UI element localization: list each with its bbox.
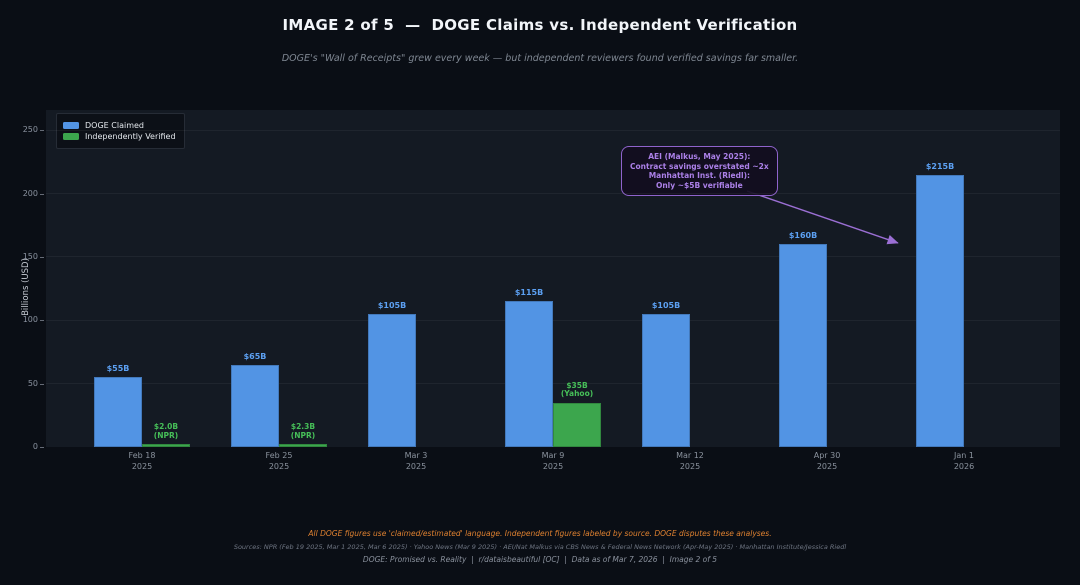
y-axis-tick-label: 50 [27,378,38,388]
page-title: IMAGE 2 of 5 — DOGE Claims vs. Independe… [282,16,798,34]
y-axis-tick-label: 200 [22,188,38,198]
doge-claimed-bar [231,364,279,447]
doge-claimed-bar-label: $115B [514,288,544,298]
doge-claimed-bar-label: $105B [651,300,681,310]
footer-sources: Sources: NPR (Feb 19 2025, Mar 1 2025, M… [233,543,847,551]
y-axis-tick [40,447,44,448]
legend-item: DOGE Claimed [63,121,176,130]
legend: DOGE Claimed Independently Verified [56,113,185,149]
y-axis-tick [40,130,44,132]
page-subtitle: DOGE's "Wall of Receipts" grew every wee… [281,53,799,64]
legend-item: Independently Verified [63,132,176,141]
gridline [46,319,1060,321]
x-axis-tick-label: Jan 1 2026 [953,451,975,471]
gridline [46,129,1060,131]
doge-claimed-bar [368,313,416,447]
doge-claimed-bar-label: $65B [243,351,267,361]
y-axis-tick [40,256,44,258]
gridline [46,193,1060,195]
independently-verified-bar [142,444,190,447]
independently-verified-bar-label: $2.0B (NPR) [153,422,179,440]
independently-verified-bar [279,444,327,447]
doge-claimed-bar-label: $215B [925,161,955,171]
x-axis-tick-label: Apr 30 2025 [813,451,841,471]
annotation-text-line: Manhattan Inst. (Riedl): [648,171,750,180]
x-axis-tick-label: Mar 3 2025 [404,451,428,471]
y-axis-tick-label: 250 [22,125,38,135]
x-axis-tick-label: Feb 25 2025 [265,451,293,471]
y-axis-tick [40,320,44,322]
annotation-text-line: AEI (Malkus, May 2025): [648,152,751,161]
doge-claimed-bar-label: $160B [788,231,818,241]
x-axis-tick-label: Mar 9 2025 [541,451,565,471]
annotation-text-line: Only ~$5B verifiable [655,180,743,190]
gridline [46,383,1060,385]
annotation-text-line: Contract savings overstated ~2x [630,161,769,171]
y-axis-tick-label: 100 [22,315,38,325]
y-axis-tick [40,383,44,385]
legend-item-label: Independently Verified [85,132,176,141]
legend-item-label: DOGE Claimed [85,121,144,130]
plot-area: DOGE Claimed Independently Verified AEI (… [23,110,1060,471]
independently-verified-bar-label: $2.3B (NPR) [290,422,316,440]
doge-claimed-bar [94,377,142,447]
legend-swatch [63,122,79,129]
y-axis-tick-label: 150 [22,251,38,261]
footer-caption: DOGE: Promised vs. Reality | r/dataisbea… [362,555,718,564]
doge-claimed-bar [779,244,827,447]
doge-claimed-bar [916,174,964,447]
doge-claimed-bar-label: $55B [106,364,130,374]
doge-claimed-bar-label: $105B [377,300,407,310]
y-axis-tick-label: 0 [32,442,38,451]
legend-swatch [63,133,79,140]
independently-verified-bar [553,402,601,447]
independently-verified-bar-label: $35B (Yahoo) [560,380,594,399]
x-axis-tick-label: Feb 18 2025 [128,451,156,471]
y-axis-tick [40,193,44,195]
annotation-box: AEI (Malkus, May 2025): Contract savings … [621,146,778,196]
doge-claimed-bar [505,301,553,447]
footer-disclaimer: All DOGE figures use 'claimed/estimated'… [308,529,772,538]
x-axis-tick-label: Mar 12 2025 [676,451,704,471]
gridline [46,256,1060,258]
doge-claimed-bar [642,313,690,447]
